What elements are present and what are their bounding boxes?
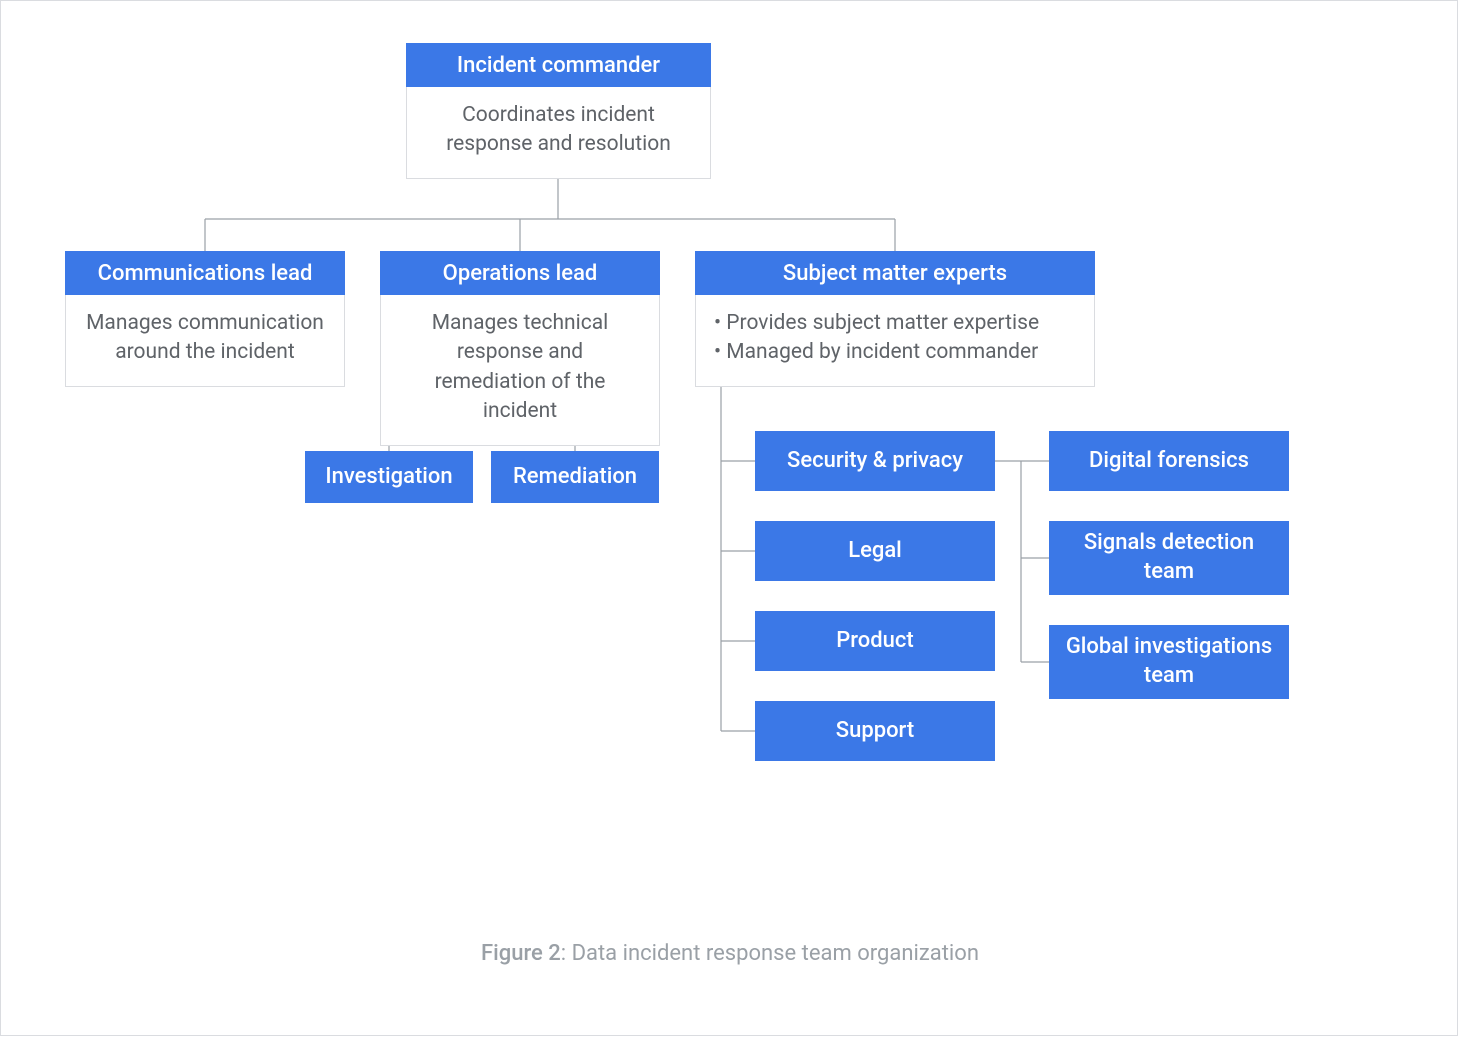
node-header: Operations lead — [380, 251, 660, 295]
node-operations-lead: Operations lead Manages technical respon… — [380, 251, 660, 446]
bullet-text: Managed by incident commander — [726, 340, 1038, 364]
bullet-item: • Provides subject matter expertise — [714, 309, 1076, 338]
bullet-text: Provides subject matter expertise — [726, 311, 1039, 335]
diagram-frame: Incident commander Coordinates incident … — [0, 0, 1458, 1036]
node-header: Communications lead — [65, 251, 345, 295]
leaf-support: Support — [755, 701, 995, 761]
node-communications-lead: Communications lead Manages communicatio… — [65, 251, 345, 387]
caption-prefix: Figure 2 — [481, 941, 561, 966]
leaf-legal: Legal — [755, 521, 995, 581]
leaf-remediation: Remediation — [491, 451, 659, 503]
node-incident-commander: Incident commander Coordinates incident … — [406, 43, 711, 179]
bullet-item: • Managed by incident commander — [714, 338, 1076, 367]
leaf-product: Product — [755, 611, 995, 671]
leaf-global-investigations: Global investigations team — [1049, 625, 1289, 699]
leaf-digital-forensics: Digital forensics — [1049, 431, 1289, 491]
node-body: • Provides subject matter expertise • Ma… — [695, 295, 1095, 387]
node-header: Incident commander — [406, 43, 711, 87]
node-body: Coordinates incident response and resolu… — [406, 87, 711, 179]
node-body: Manages technical response and remediati… — [380, 295, 660, 446]
leaf-investigation: Investigation — [305, 451, 473, 503]
node-subject-matter-experts: Subject matter experts • Provides subjec… — [695, 251, 1095, 387]
leaf-security-privacy: Security & privacy — [755, 431, 995, 491]
connector-lines — [1, 1, 1458, 1037]
figure-caption: Figure 2: Data incident response team or… — [1, 941, 1458, 966]
leaf-signals-detection: Signals detection team — [1049, 521, 1289, 595]
caption-text: : Data incident response team organizati… — [561, 941, 979, 966]
node-body: Manages communication around the inciden… — [65, 295, 345, 387]
node-header: Subject matter experts — [695, 251, 1095, 295]
